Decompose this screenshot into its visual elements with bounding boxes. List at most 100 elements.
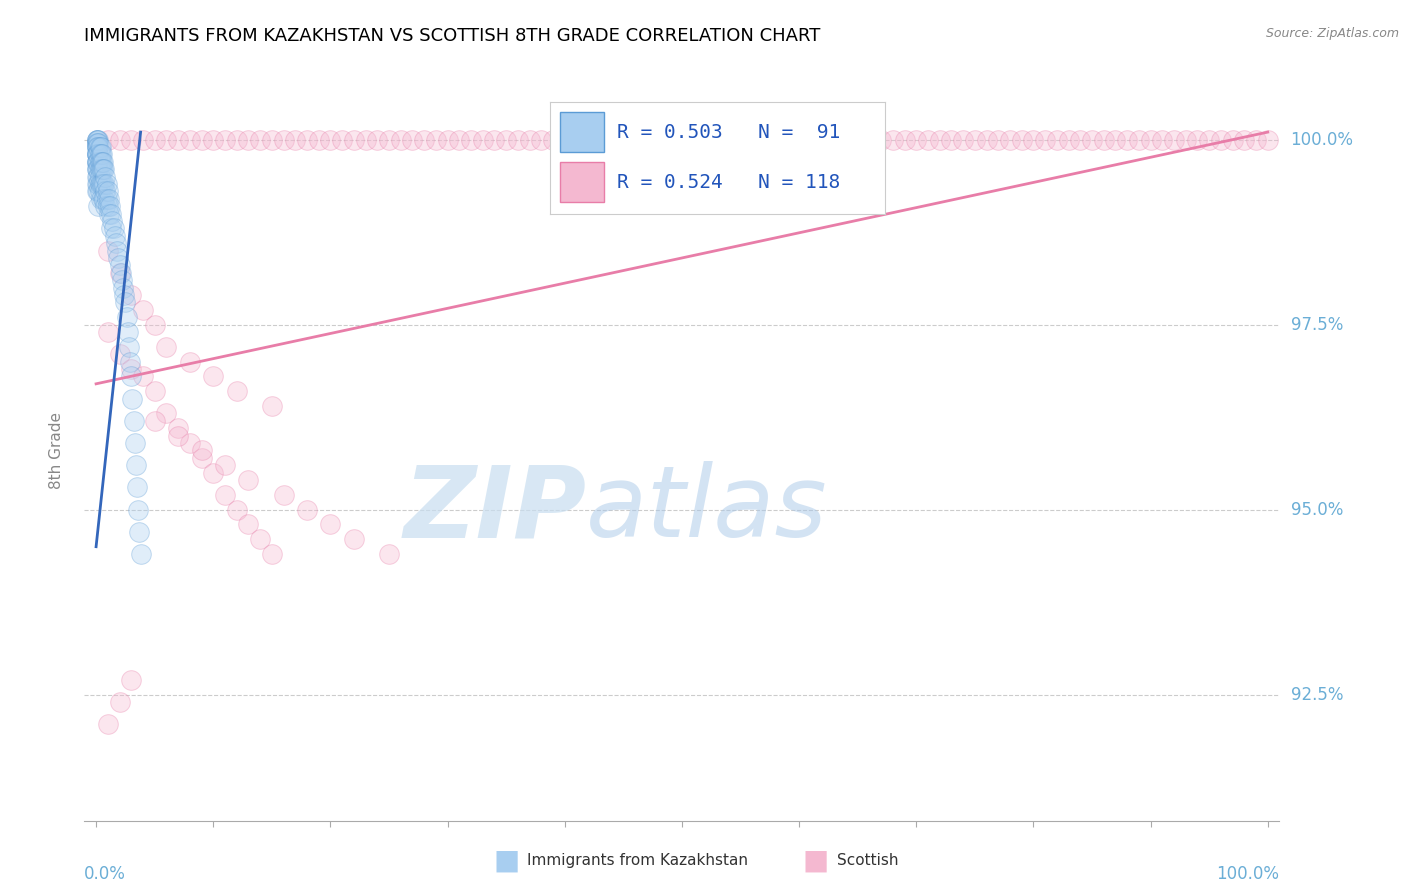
Point (600, 132, 623, 146)
Point (104, 228, 127, 243)
Point (741, 132, 763, 146)
Point (167, 421, 190, 435)
Point (98, 206, 120, 220)
Point (86, 154, 108, 169)
Point (765, 132, 787, 146)
Point (90, 177, 114, 191)
Point (86, 132, 108, 146)
Point (495, 132, 517, 146)
Point (112, 280, 135, 294)
Point (460, 132, 482, 146)
Point (1022, 132, 1045, 146)
Point (987, 132, 1010, 146)
Point (284, 132, 307, 146)
Point (706, 132, 728, 146)
Point (103, 221, 125, 235)
Point (87, 169, 110, 184)
Point (87, 136, 110, 151)
Point (86, 147, 108, 161)
Point (108, 266, 131, 280)
Point (90, 162, 112, 177)
Point (1128, 132, 1150, 146)
Point (179, 354, 201, 368)
Text: 97.5%: 97.5% (1291, 316, 1343, 334)
Point (155, 340, 177, 354)
Point (97, 244, 120, 258)
Point (1081, 132, 1104, 146)
Point (273, 488, 295, 502)
Point (1244, 132, 1267, 146)
Point (343, 132, 366, 146)
Point (91, 154, 114, 169)
Point (858, 132, 880, 146)
Point (1152, 132, 1174, 146)
Point (530, 132, 553, 146)
Point (111, 273, 134, 287)
Point (273, 132, 295, 146)
Point (128, 524, 150, 539)
Point (105, 236, 127, 251)
Point (941, 132, 963, 146)
Point (260, 132, 283, 146)
Point (659, 132, 682, 146)
Point (389, 132, 412, 146)
Point (117, 325, 139, 339)
Point (1222, 132, 1244, 146)
Point (112, 288, 135, 302)
Point (121, 392, 143, 406)
Point (260, 399, 283, 413)
Point (624, 132, 647, 146)
Point (86, 177, 108, 191)
Point (127, 481, 149, 495)
Point (565, 132, 588, 146)
Point (94, 169, 117, 184)
Point (295, 502, 318, 516)
Point (143, 414, 166, 428)
Point (1233, 132, 1256, 146)
Point (963, 132, 986, 146)
Point (449, 132, 471, 146)
Point (506, 132, 529, 146)
Point (93, 162, 115, 177)
Point (846, 132, 869, 146)
Point (436, 132, 458, 146)
Point (86, 185, 108, 199)
Text: Source: ZipAtlas.com: Source: ZipAtlas.com (1265, 27, 1399, 40)
Point (717, 132, 740, 146)
Text: 100.0%: 100.0% (1291, 130, 1354, 148)
Point (238, 132, 260, 146)
Point (108, 259, 131, 273)
Point (214, 132, 236, 146)
Point (823, 132, 845, 146)
Point (124, 436, 146, 450)
Point (1209, 132, 1232, 146)
Point (122, 414, 145, 428)
Point (1046, 132, 1069, 146)
Point (1104, 132, 1126, 146)
Point (93, 192, 115, 206)
Point (179, 436, 201, 450)
Text: ZIP: ZIP (404, 461, 586, 558)
Point (107, 251, 129, 265)
Point (86, 169, 108, 184)
Point (366, 132, 388, 146)
Point (190, 443, 212, 458)
Point (100, 206, 122, 220)
Point (225, 502, 247, 516)
Point (94, 199, 117, 213)
Point (1198, 132, 1220, 146)
Point (870, 132, 893, 146)
Point (114, 295, 136, 310)
Point (998, 132, 1021, 146)
Point (86, 154, 108, 169)
Point (1033, 132, 1056, 146)
Point (90, 154, 114, 169)
Point (214, 458, 236, 473)
Point (308, 132, 330, 146)
Point (96, 177, 118, 191)
Point (89, 162, 111, 177)
Point (86, 147, 108, 161)
Point (91, 177, 114, 191)
Point (98, 192, 120, 206)
Point (87, 162, 110, 177)
